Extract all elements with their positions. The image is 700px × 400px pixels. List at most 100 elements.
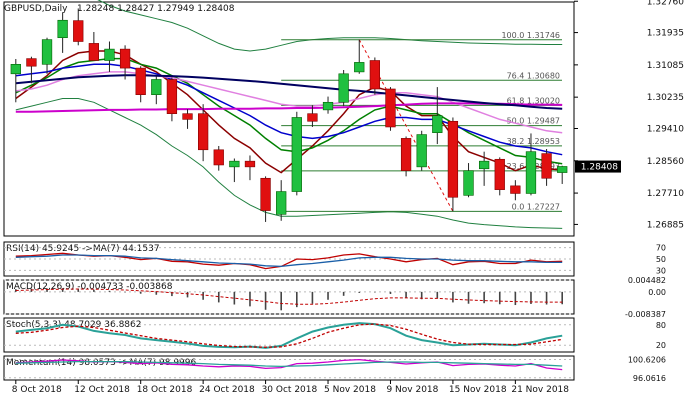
panel-macd-label: MACD(12,26,9) -0.004733 -0.003868 [6,282,173,292]
candle [244,155,256,181]
overlay-ema_slow [15,63,563,156]
candle [26,56,37,84]
candles [10,8,568,222]
overlay-ma_magenta [15,102,563,113]
candle-body-bear [244,160,256,168]
macd-histogram-bar [561,291,563,305]
macd-histogram-bar [498,291,501,305]
candle [354,39,365,74]
panel-momentum-tick: 100.6206 [628,356,666,365]
macd-histogram-bar [374,291,376,293]
panel-macd-tick: -0.008387 [625,310,666,319]
candle-body-bear [510,185,521,194]
candle-body-bear [447,120,459,198]
chart-symbol: GBPUSD,Daily [4,4,68,14]
macd-histogram-bar [249,291,251,307]
macd-histogram-bar [420,291,423,300]
current-price-label: 1.28408 [581,163,618,173]
bollinger-bands [15,0,563,229]
panel-rsi-tick: 70 [656,244,666,253]
macd-histogram-bar [93,289,95,292]
panel-rsi-label: RSI(14) 45.9245 ->MA(7) 44.1537 [6,244,160,254]
candle-body-bear [400,138,412,171]
panel-frame-3 [3,317,575,353]
panel-macd: MACD(12,26,9) -0.004733 -0.003868 0.00448… [4,276,666,319]
panel-stoch-label: Stoch(5,3,3) 48.7029 36.8862 [6,320,141,330]
price-axis: 1.32760 1.31935 1.31085 1.30235 1.29410 1.285… [574,0,684,230]
candle-body-bull [338,73,349,103]
candle-body-bear [260,177,271,211]
candle [338,69,349,107]
candle [166,77,178,122]
chart-ohlc: 1.28248 1.28427 1.27949 1.28408 [77,4,235,14]
time-tick-label: 24 Oct 2018 [199,385,255,395]
candle-body-bear [213,149,224,166]
price-tick-label: 1.26885 [647,220,684,230]
candle-body-bear [26,58,37,67]
macd-histogram-bar [436,291,439,299]
candle-body-bear [119,48,131,69]
candle-body-bull [416,134,427,168]
price-tick-label: 1.28560 [647,157,684,167]
macd-histogram-bar [217,291,220,303]
panel-rsi-tick: 50 [656,255,666,264]
time-axis: 8 Oct 2018 12 Oct 2018 18 Oct 2018 24 Oct 2… [12,380,569,395]
macd-histogram-bar [514,291,517,306]
macd-histogram-bar [202,291,204,300]
candle [276,180,287,221]
panel-momentum-series-1 [15,360,563,368]
fib-level-label: 76.4 1.30680 [507,71,560,80]
macd-histogram-bar [389,291,392,294]
candle [478,151,490,186]
time-tick-label: 5 Nov 2018 [324,385,376,395]
candle [88,32,100,61]
macd-histogram-bar [46,288,48,292]
candle-body-bear [385,88,396,128]
candle-body-bear [182,113,193,120]
candle-body-bull [151,79,162,95]
time-tick-label: 30 Oct 2018 [262,385,318,395]
candle [541,149,552,186]
time-tick-label: 18 Oct 2018 [137,385,193,395]
macd-histogram-bar [280,291,282,311]
oscillator-panels: RSI(14) 45.9245 ->MA(7) 44.1537 705030MAC… [4,244,666,383]
macd-histogram-bar [405,291,407,298]
macd-histogram-bar [452,291,454,303]
time-tick-label: 8 Oct 2018 [12,385,62,395]
macd-histogram-bar [77,288,80,292]
candle [494,157,505,196]
macd-histogram-bar [311,291,314,304]
candle [416,130,427,171]
candle [447,117,459,212]
fib-level-label: 38.2 1.28953 [507,137,560,146]
macd-histogram-bar [139,291,142,294]
overlay-ma_pink [15,71,563,134]
panel-frame-4 [3,355,575,381]
panel-macd-tick: 0.004482 [628,276,666,285]
price-tick-label: 1.27710 [647,189,684,199]
candle-body-bull [104,48,115,61]
candle-body-bull [354,62,365,73]
candle-body-bull [478,160,490,170]
candle [197,104,209,162]
time-tick-label: 9 Nov 2018 [386,385,438,395]
bollinger-lower-line [15,98,563,229]
candle-body-bull [41,39,53,65]
candle [557,165,568,184]
macd-histogram-bar [483,291,485,304]
macd-histogram-bar [186,291,189,298]
macd-histogram-bar [171,291,173,297]
candle-body-bear [541,153,552,179]
candle [182,109,193,129]
candle [463,163,474,198]
candle-body-bear [135,67,146,95]
candle [73,8,84,46]
macd-histogram-bar [61,288,64,292]
candle-body-bull [463,170,474,196]
candle-body-bull [57,19,68,39]
time-tick-label: 12 Oct 2018 [74,385,130,395]
candle [104,41,115,72]
candle-body-bear [307,113,318,122]
candle [119,45,131,80]
